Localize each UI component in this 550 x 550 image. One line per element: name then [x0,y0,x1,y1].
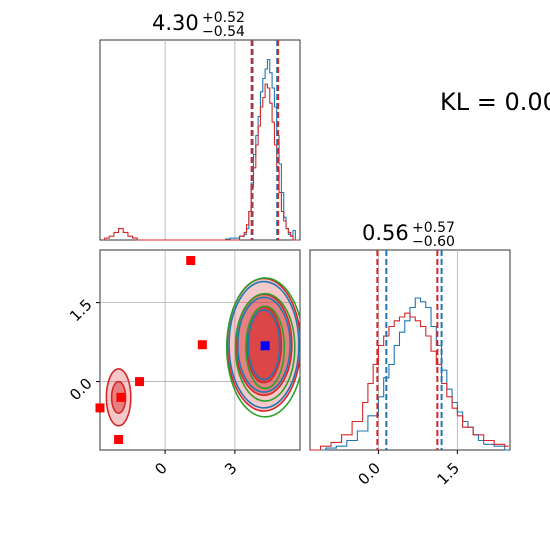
grid [164,40,236,240]
marker-point-5 [114,434,124,444]
contour-1-level-1 [236,296,291,393]
plot-frame [309,249,511,451]
marker-point-0 [186,256,196,266]
marker-point-3 [116,392,126,402]
title-upper: +0.52 [202,10,245,26]
marker-point-4 [95,403,105,413]
y-tick-label-1: 1.5 [66,296,96,326]
contours [105,277,300,427]
x-tick-label-0: 0.0 [354,459,384,489]
marker-point-1 [197,340,207,350]
quantile-lines [250,40,280,240]
contour-clip-group [105,277,300,427]
hist-series-1 [310,312,509,451]
x-tick-label-1: 3 [221,459,240,478]
contour-2-level-2 [245,305,286,390]
series-group [310,297,509,451]
y-ticks: 0.0 1.5 [66,296,100,405]
histogram-panel-param-0: 4.30 +0.52 −0.54 [99,10,301,241]
panel-title: 4.30 +0.52 −0.54 [152,10,245,40]
panel-title: 0.56 +0.57 −0.60 [362,220,455,250]
series-group [104,58,300,241]
contour-2-level-0 [225,277,300,418]
contour-1-level-0 [228,280,300,409]
x-tick-label-0: 0 [151,459,170,478]
title-value: 0.56 [362,221,409,245]
histogram-panel-param-1: 0.0 1.5 0.56 +0.57 −0.60 [309,220,511,489]
hist-series-0 [220,58,300,241]
y-tick-label-0: 0.0 [66,375,96,405]
hist-series-1 [104,83,298,241]
grid [378,250,458,450]
quantile-lines [376,250,443,450]
title-lower: −0.60 [412,234,455,250]
kl-annotation: KL = 0.00 [440,88,550,116]
title-value: 4.30 [152,11,199,35]
title-upper: +0.57 [412,220,455,236]
x-ticks: 0.0 1.5 [354,450,463,489]
contour-1-level-2 [247,309,281,381]
marker-point-6 [260,341,270,351]
x-tick-label-1: 1.5 [433,459,463,489]
title-lower: −0.54 [202,24,245,40]
marker-point-2 [135,377,145,387]
points [95,256,270,444]
contour-2-level-1 [234,292,296,402]
hist-series-0 [315,297,509,451]
